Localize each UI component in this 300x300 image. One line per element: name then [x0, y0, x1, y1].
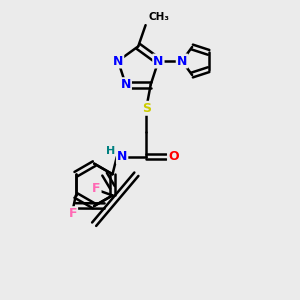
Text: O: O [168, 150, 179, 163]
Text: N: N [113, 55, 123, 68]
Text: N: N [121, 78, 131, 91]
Text: S: S [142, 102, 151, 115]
Text: F: F [69, 207, 77, 220]
Text: N: N [177, 55, 187, 68]
Text: N: N [153, 55, 164, 68]
Text: F: F [92, 182, 100, 195]
Text: N: N [117, 150, 127, 163]
Text: CH₃: CH₃ [148, 12, 170, 22]
Text: H: H [106, 146, 116, 156]
